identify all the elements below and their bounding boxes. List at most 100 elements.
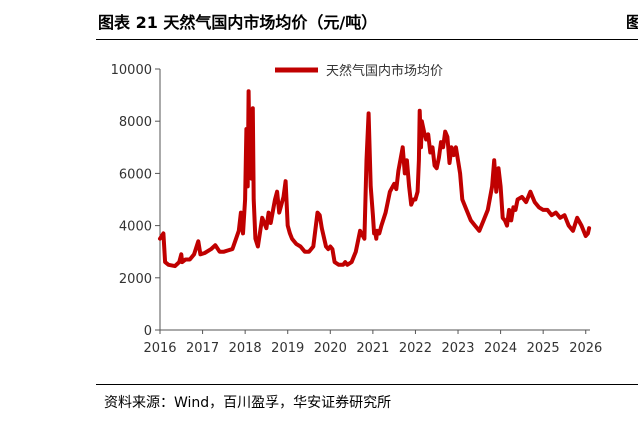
- data-point: [237, 229, 241, 233]
- data-point: [377, 231, 381, 235]
- data-point: [587, 226, 591, 230]
- data-point: [307, 250, 311, 254]
- data-point: [288, 231, 292, 235]
- data-point: [394, 187, 398, 191]
- data-point: [326, 247, 330, 251]
- data-point: [454, 145, 458, 149]
- data-point: [431, 145, 434, 149]
- x-tick-label: 2024: [484, 341, 517, 356]
- data-point: [250, 177, 253, 181]
- data-point: [333, 260, 337, 264]
- data-point: [428, 151, 432, 154]
- data-point: [550, 213, 554, 217]
- data-point: [433, 164, 437, 168]
- data-point: [350, 260, 354, 264]
- data-point: [252, 198, 256, 201]
- x-tick-label: 2026: [569, 341, 602, 356]
- data-point: [375, 229, 379, 233]
- data-point: [448, 161, 451, 165]
- data-point: [275, 190, 279, 194]
- data-point: [330, 247, 334, 251]
- data-point: [490, 184, 494, 188]
- data-point: [465, 208, 468, 212]
- data-point: [554, 211, 558, 215]
- data-point: [316, 211, 319, 215]
- y-tick-label: 4000: [119, 220, 152, 235]
- data-point: [558, 216, 562, 220]
- data-point: [230, 247, 234, 251]
- data-point: [420, 119, 424, 123]
- data-point: [413, 198, 417, 201]
- x-tick-label: 2025: [527, 341, 560, 356]
- data-point: [284, 179, 288, 183]
- data-point: [179, 252, 183, 256]
- data-point: [269, 221, 273, 225]
- data-point: [328, 245, 332, 248]
- x-tick-label: 2018: [229, 341, 262, 356]
- data-point: [247, 145, 251, 149]
- data-point: [239, 211, 243, 215]
- legend-label: 天然气国内市场均价: [326, 63, 443, 79]
- data-point: [503, 218, 507, 222]
- data-point: [341, 263, 345, 267]
- data-point: [507, 208, 511, 212]
- data-point: [441, 145, 445, 149]
- data-point: [367, 111, 371, 115]
- y-axis: 0 2000 4000 6000 8000 10000: [111, 63, 161, 339]
- y-tick-label: 0: [144, 324, 152, 339]
- data-point: [580, 224, 583, 228]
- data-point: [401, 145, 405, 149]
- data-point: [218, 250, 222, 254]
- data-point: [188, 258, 192, 261]
- data-point: [571, 229, 575, 233]
- data-point: [299, 245, 302, 248]
- data-point: [469, 218, 473, 222]
- data-point: [256, 245, 260, 248]
- x-axis: 2016 2017 2018 2019 2020 2021 2022 2023 2024 2025…: [143, 329, 602, 356]
- data-point: [177, 260, 181, 264]
- title-divider: [96, 39, 638, 40]
- data-point: [243, 198, 247, 201]
- data-point: [343, 260, 347, 264]
- data-point: [267, 211, 271, 215]
- data-point: [374, 237, 378, 241]
- data-point: [290, 237, 294, 241]
- x-tick-label: 2023: [441, 341, 474, 356]
- data-point: [184, 258, 187, 261]
- data-point: [372, 231, 376, 235]
- data-point: [203, 251, 207, 255]
- data-point: [497, 166, 500, 170]
- data-point: [411, 198, 415, 201]
- data-point: [492, 158, 496, 162]
- data-point: [537, 205, 541, 209]
- data-point: [458, 171, 462, 175]
- data-point: [320, 226, 324, 230]
- data-point: [520, 195, 524, 199]
- data-point: [358, 229, 362, 233]
- data-point: [192, 252, 196, 256]
- figure-title: 图表 21 天然气国内市场均价（元/吨）: [98, 13, 378, 32]
- data-point: [260, 216, 264, 220]
- data-point: [196, 239, 200, 243]
- data-point: [392, 182, 396, 186]
- data-point: [198, 252, 202, 256]
- data-point: [303, 250, 307, 254]
- x-tick-label: 2021: [356, 341, 389, 356]
- data-point: [426, 132, 430, 136]
- data-point: [253, 237, 257, 241]
- data-point: [456, 158, 460, 162]
- data-point: [286, 224, 290, 228]
- data-point: [511, 205, 515, 209]
- data-point: [248, 119, 252, 123]
- data-point: [294, 242, 298, 246]
- data-point: [247, 89, 251, 93]
- y-tick-label: 2000: [119, 272, 152, 287]
- data-point: [524, 200, 528, 204]
- data-point: [563, 213, 566, 217]
- data-point: [418, 109, 422, 113]
- data-point: [161, 231, 165, 235]
- data-point: [251, 106, 255, 110]
- legend: 天然气国内市场均价: [275, 63, 443, 79]
- data-point: [514, 208, 517, 212]
